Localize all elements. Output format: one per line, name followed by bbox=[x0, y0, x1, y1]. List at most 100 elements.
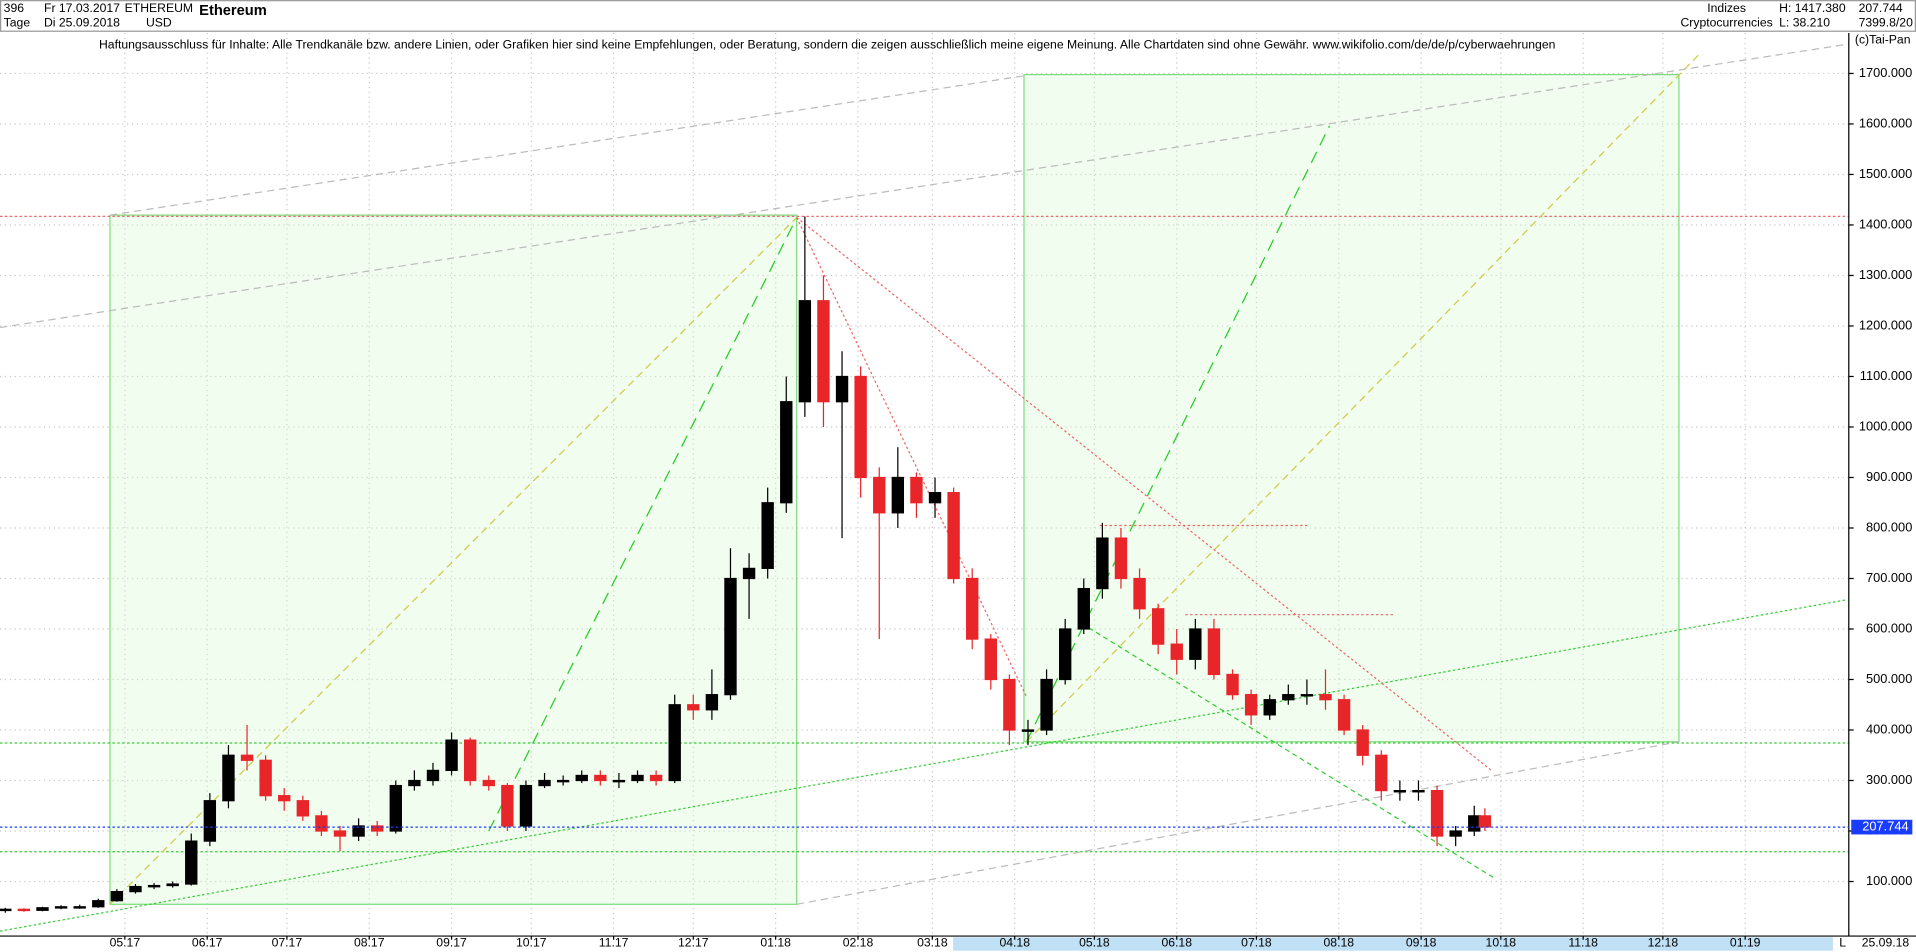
candle-body bbox=[0, 908, 12, 912]
currency: USD bbox=[146, 15, 172, 29]
range-highlight bbox=[953, 937, 1833, 951]
x-tick-label: 09.18 bbox=[1406, 936, 1437, 950]
candle-body bbox=[1077, 587, 1090, 630]
candle-body bbox=[910, 476, 923, 504]
y-tick-label: 900.000 bbox=[1866, 469, 1912, 484]
candle-body bbox=[947, 492, 960, 580]
candle-body bbox=[54, 906, 68, 909]
group: Indizes bbox=[1707, 1, 1746, 15]
x-tick-label: 11.18 bbox=[1568, 936, 1598, 950]
trend-line bbox=[796, 741, 1680, 905]
x-tick-label: 02.18 bbox=[843, 936, 874, 950]
header-frame bbox=[0, 0, 1916, 32]
candle-body bbox=[110, 891, 124, 902]
drawings bbox=[0, 43, 1849, 932]
candle-body bbox=[687, 704, 700, 711]
candle-body bbox=[92, 900, 105, 908]
candle-body bbox=[1300, 694, 1314, 697]
x-tick-label: 07.18 bbox=[1241, 936, 1272, 950]
candle-body bbox=[352, 825, 365, 837]
candle-body bbox=[854, 375, 867, 479]
grid bbox=[0, 33, 1849, 937]
x-tick-label: 12.18 bbox=[1648, 936, 1679, 950]
x-tick-label: 06.17 bbox=[192, 936, 223, 950]
candle-body bbox=[1170, 643, 1183, 660]
candle-body bbox=[1412, 789, 1425, 793]
x-tick-label: 08.17 bbox=[354, 936, 385, 950]
corner: L bbox=[1839, 936, 1846, 950]
candle-body bbox=[1133, 577, 1146, 610]
y-tick-label: 300.000 bbox=[1866, 772, 1912, 787]
candle-body bbox=[1244, 694, 1258, 716]
candle-body bbox=[761, 502, 774, 570]
y-tick-label: 1100.000 bbox=[1860, 368, 1913, 383]
candle-body bbox=[259, 759, 272, 797]
candle-body bbox=[612, 779, 626, 783]
axis-date: 25.09.18 bbox=[1862, 936, 1910, 950]
candle-body bbox=[1468, 815, 1481, 832]
y-tick-label: 100.000 bbox=[1866, 873, 1912, 888]
trend-line bbox=[0, 43, 1849, 329]
x-tick-label: 05.18 bbox=[1079, 936, 1110, 950]
candle-body bbox=[742, 567, 756, 580]
x-tick-label: 07.17 bbox=[272, 936, 303, 950]
last-price-label: 207.744 bbox=[1862, 818, 1908, 833]
trend-line bbox=[796, 217, 1027, 697]
trend-line bbox=[1025, 125, 1331, 743]
y-tick-label: 1200.000 bbox=[1859, 317, 1913, 332]
x-tick-label: 11.17 bbox=[599, 936, 629, 950]
candle-body bbox=[389, 784, 402, 832]
x-tick-label: 05.17 bbox=[110, 936, 141, 950]
start-date: Fr 17.03.2017 bbox=[44, 1, 120, 15]
candle-body bbox=[556, 779, 570, 783]
y-tick-label: 1500.000 bbox=[1859, 166, 1913, 181]
candle-body bbox=[1449, 830, 1462, 837]
candle-body bbox=[649, 774, 663, 782]
candle-body bbox=[984, 638, 997, 681]
y-tick-label: 1400.000 bbox=[1859, 216, 1913, 231]
candle-body bbox=[928, 492, 942, 504]
x-tick-label: 08.18 bbox=[1324, 936, 1355, 950]
candle-body bbox=[1356, 729, 1369, 756]
candle-body bbox=[296, 800, 310, 817]
sector: Cryptocurrencies bbox=[1680, 15, 1772, 29]
candle-body bbox=[1337, 699, 1351, 731]
candle-body bbox=[1040, 678, 1053, 731]
candle-body bbox=[575, 774, 588, 782]
candle-body bbox=[501, 784, 514, 827]
end-date: Di 25.09.2018 bbox=[44, 15, 120, 29]
candle-body bbox=[594, 774, 607, 782]
x-tick-label: 10.17 bbox=[516, 936, 547, 950]
candle-body bbox=[463, 739, 477, 782]
y-tick-label: 1000.000 bbox=[1859, 418, 1913, 433]
candle-body bbox=[17, 908, 31, 912]
trend-line bbox=[1025, 54, 1699, 743]
candle-body bbox=[1263, 699, 1276, 716]
candle-body bbox=[482, 779, 495, 787]
trend-line bbox=[488, 217, 798, 832]
candle-body bbox=[445, 739, 458, 772]
candle-body bbox=[798, 300, 812, 403]
x-tick-label: 03.18 bbox=[917, 936, 948, 950]
last-price-box bbox=[1851, 819, 1913, 835]
trend-line bbox=[1081, 622, 1494, 878]
candle-body bbox=[185, 840, 198, 885]
candle-body bbox=[203, 800, 217, 842]
copyright: (c)Tai-Pan bbox=[1855, 33, 1911, 47]
symbol: ETHEREUM bbox=[125, 1, 193, 15]
disclaimer: Haftungsausschluss für Inhalte: Alle Tre… bbox=[99, 37, 1555, 51]
candle-body bbox=[166, 883, 179, 887]
candle-body bbox=[519, 784, 533, 827]
x-tick-label: 01.19 bbox=[1730, 936, 1761, 950]
candle-body bbox=[817, 300, 830, 403]
x-tick-label: 12.17 bbox=[678, 936, 709, 950]
y-tick-label: 1300.000 bbox=[1859, 267, 1913, 282]
candle-body bbox=[73, 906, 86, 909]
low: L: 38.210 bbox=[1779, 15, 1830, 29]
y-tick-label: 800.000 bbox=[1866, 519, 1912, 534]
candle-body bbox=[1226, 673, 1239, 696]
candle-body bbox=[333, 830, 347, 837]
y-tick-label: 700.000 bbox=[1866, 570, 1912, 585]
x-tick-label: 04.18 bbox=[999, 936, 1030, 950]
y-tick-label: 1700.000 bbox=[1859, 65, 1913, 80]
